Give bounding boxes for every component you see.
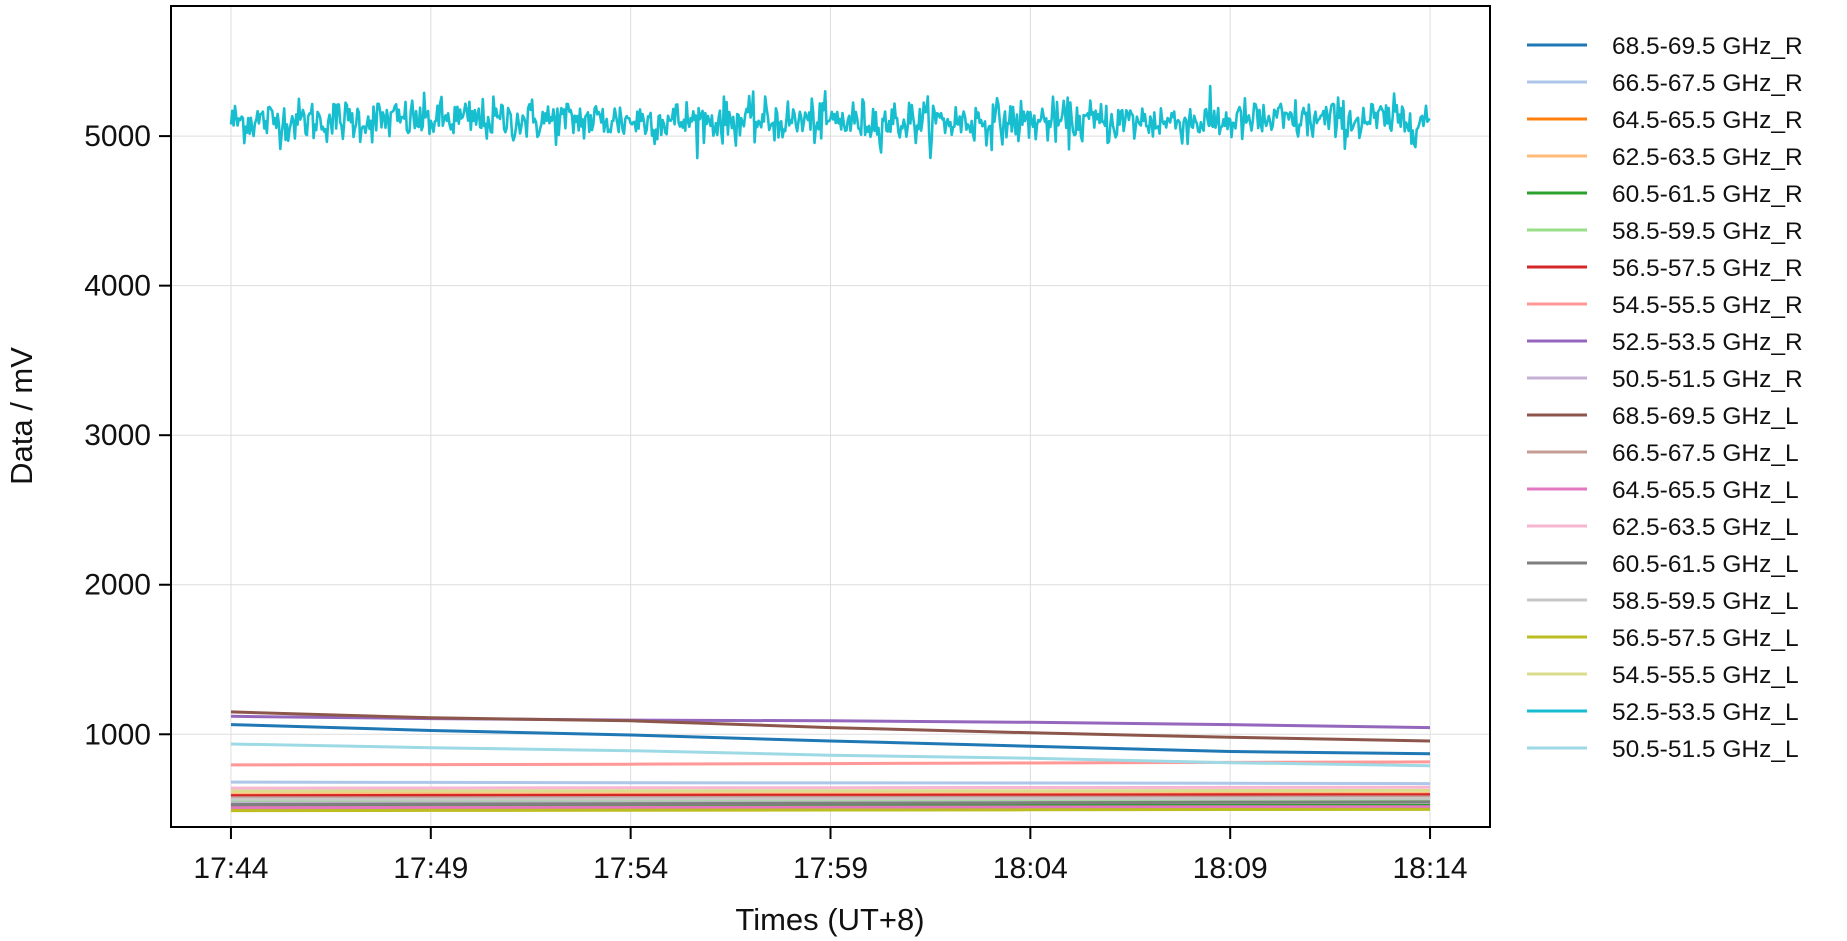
legend-label: 56.5-57.5 GHz_L (1612, 625, 1799, 652)
y-tick-label: 4000 (84, 270, 151, 303)
x-axis-title: Times (UT+8) (735, 902, 924, 937)
series-line (230, 785, 1431, 790)
y-tick-label: 1000 (84, 718, 151, 751)
x-axis-ticks: 17:44 17:49 17:54 17:59 18:04 18:09 18:14 (193, 827, 1468, 885)
x-tick-label: 17:44 (193, 852, 268, 885)
x-tick-label: 18:09 (1193, 852, 1268, 885)
series-line (230, 793, 1431, 798)
y-tick-label: 3000 (84, 419, 151, 452)
x-tick-label: 18:14 (1393, 852, 1468, 885)
x-tick-label: 17:54 (593, 852, 668, 885)
legend: 68.5-69.5 GHz_R 66.5-67.5 GHz_R 64.5-65.5 … (1527, 33, 1803, 763)
series-line (230, 800, 1431, 807)
series-line (230, 710, 1431, 743)
legend-label: 54.5-55.5 GHz_R (1612, 292, 1803, 319)
series-line (230, 723, 1431, 756)
legend-label: 62.5-63.5 GHz_L (1612, 514, 1799, 541)
legend-label: 66.5-67.5 GHz_R (1612, 70, 1803, 97)
x-tick-label: 17:59 (793, 852, 868, 885)
legend-label: 60.5-61.5 GHz_L (1612, 551, 1799, 578)
y-tick-label: 5000 (84, 120, 151, 153)
legend-label: 64.5-65.5 GHz_L (1612, 477, 1799, 504)
legend-label: 50.5-51.5 GHz_R (1612, 366, 1803, 393)
legend-label: 62.5-63.5 GHz_R (1612, 144, 1803, 171)
legend-label: 68.5-69.5 GHz_L (1612, 403, 1799, 430)
series-line (230, 807, 1431, 813)
legend-label: 52.5-53.5 GHz_L (1612, 699, 1799, 726)
series-lines (229, 84, 1431, 813)
series-line (229, 84, 1431, 160)
legend-label: 68.5-69.5 GHz_R (1612, 33, 1803, 60)
legend-label: 56.5-57.5 GHz_R (1612, 255, 1803, 282)
legend-label: 54.5-55.5 GHz_L (1612, 662, 1799, 689)
legend-label: 60.5-61.5 GHz_R (1612, 181, 1803, 208)
series-line (230, 788, 1431, 793)
series-line (230, 796, 1431, 801)
legend-label: 58.5-59.5 GHz_L (1612, 588, 1799, 615)
legend-label: 64.5-65.5 GHz_R (1612, 107, 1803, 134)
grid (171, 6, 1490, 827)
series-line (230, 742, 1431, 768)
x-tick-label: 17:49 (393, 852, 468, 885)
legend-label: 66.5-67.5 GHz_L (1612, 440, 1799, 467)
legend-label: 58.5-59.5 GHz_R (1612, 218, 1803, 245)
x-tick-label: 18:04 (993, 852, 1068, 885)
y-axis-title: Data / mV (4, 347, 39, 485)
y-axis-ticks: 1000 2000 3000 4000 5000 (84, 120, 171, 751)
legend-label: 50.5-51.5 GHz_L (1612, 736, 1799, 763)
legend-label: 52.5-53.5 GHz_R (1612, 329, 1803, 356)
series-line (230, 780, 1431, 786)
series-line (230, 805, 1431, 810)
y-tick-label: 2000 (84, 569, 151, 602)
